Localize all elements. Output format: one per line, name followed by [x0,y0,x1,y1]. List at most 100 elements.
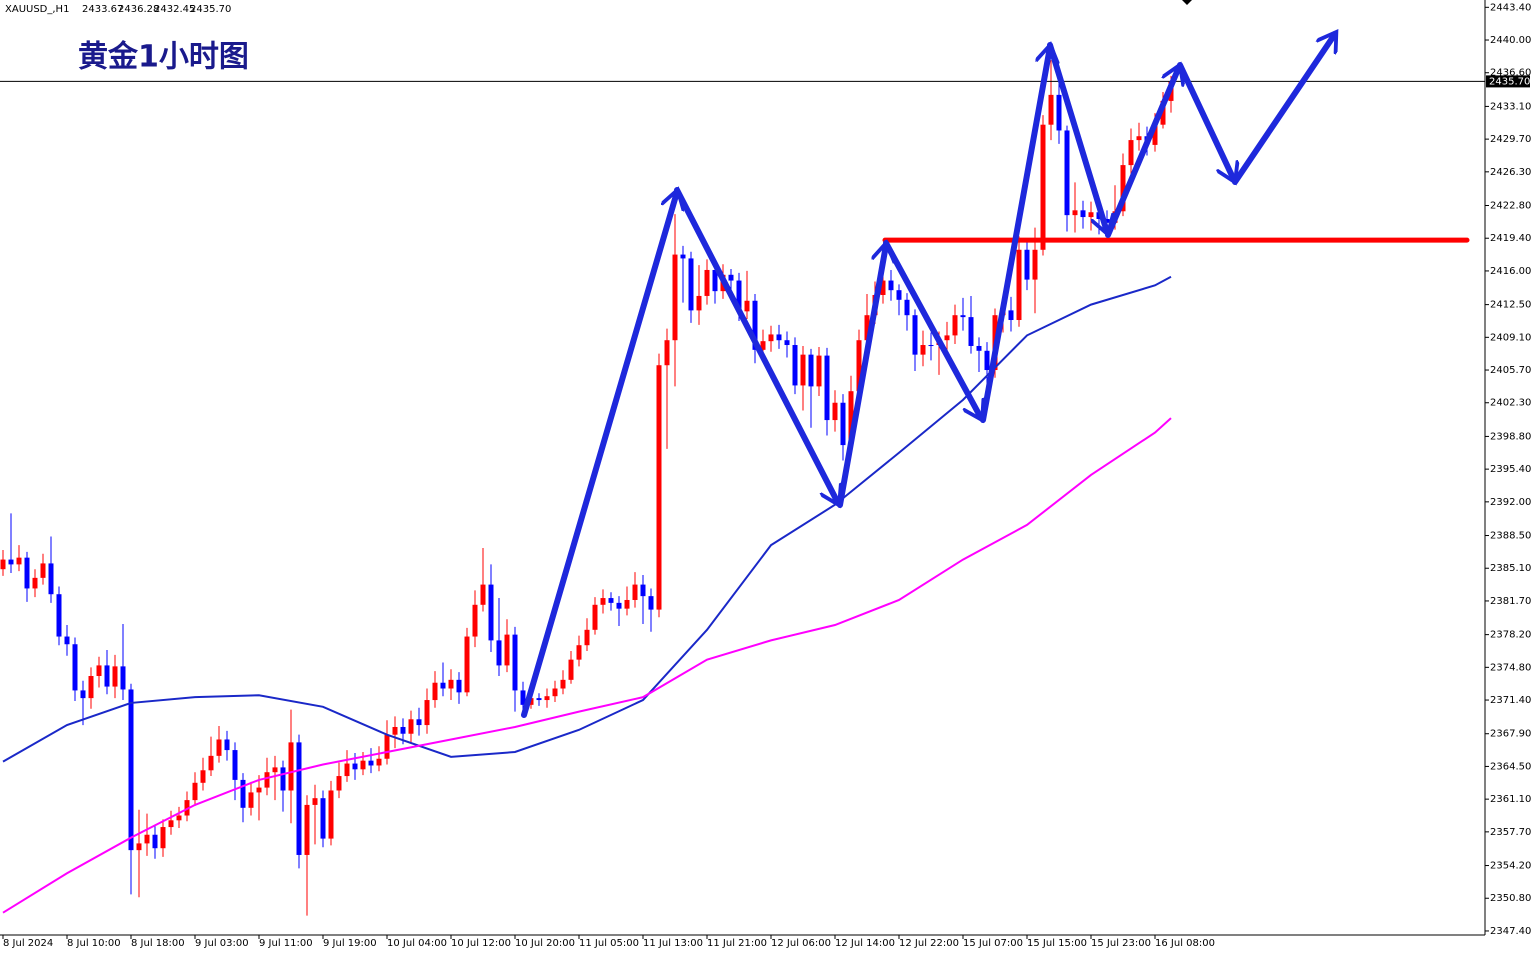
candle-body [0,559,6,570]
y-tick-label: 2405.70 [1490,365,1531,376]
candle-body [440,682,446,689]
arrow [1232,34,1335,185]
x-tick-label: 11 Jul 05:00 [579,938,639,949]
candle-body [456,679,462,693]
candle-body [1024,249,1030,280]
candle-body [512,634,518,691]
candle-body [944,335,950,341]
candle-body [840,402,846,446]
candle-body [896,290,902,300]
candle-body [448,679,454,689]
candle-body [208,755,214,771]
candle-body [136,843,142,851]
candle-body [176,815,182,821]
candle-body [96,665,102,676]
x-tick-label: 15 Jul 07:00 [963,938,1023,949]
candle-body [400,726,406,734]
candle-body [808,354,814,387]
candle-body [768,334,774,342]
x-tick-label: 16 Jul 08:00 [1155,938,1215,949]
x-tick-label: 11 Jul 13:00 [643,938,703,949]
candle-body [192,782,198,801]
candle-body [248,792,254,808]
candle-body [1080,210,1086,218]
candle-body [280,767,286,791]
current-price-box [1486,75,1530,88]
arrow [980,47,1050,423]
y-tick-label: 2354.20 [1490,861,1531,872]
x-tick-label: 9 Jul 11:00 [259,938,313,949]
x-tick-label: 8 Jul 2024 [3,938,53,949]
candle-body [600,598,606,605]
candle-body [32,577,38,589]
candle-body [1160,100,1166,125]
candle-body [64,636,70,645]
candle-body [504,634,510,666]
candle-body [408,719,414,734]
candle-body [800,354,806,386]
candle-body [352,763,358,770]
candle-body [80,690,86,699]
candle-body [680,254,686,259]
x-tick-label: 8 Jul 18:00 [131,938,185,949]
x-tick-label: 15 Jul 23:00 [1091,938,1151,949]
candle-body [144,834,150,844]
candle-body [1040,124,1046,250]
x-tick-label: 12 Jul 14:00 [835,938,895,949]
candle-body [568,659,574,680]
arrow [521,192,677,718]
candle-body [376,758,382,766]
arrow [674,187,838,503]
info-low: 2432.45 [154,4,195,15]
candle-body [344,763,350,777]
candle-body [1016,249,1022,321]
candle-body [968,317,974,346]
candle-body [336,776,342,791]
candle-body [368,760,374,766]
candle-body [120,666,126,690]
y-tick-label: 2367.90 [1490,729,1531,740]
y-tick-label: 2385.10 [1490,563,1531,574]
candle-body [816,355,822,387]
candle-body [912,315,918,355]
arrow [1047,42,1107,232]
candle-body [728,274,734,281]
candle-body [360,760,366,770]
candle-body [88,675,94,699]
candle-body [296,742,302,855]
y-tick-label: 2433.10 [1490,101,1531,112]
candle-body [544,696,550,701]
candle-body [48,563,54,595]
candle-body [976,345,982,351]
candle-body [616,602,622,609]
candle-body [1136,136,1142,141]
drawn-arrows [521,34,1335,718]
candle-body [432,682,438,701]
candle-body [536,698,542,701]
candle-body [584,629,590,646]
candle-body [328,790,334,839]
candle-body [24,557,30,589]
x-tick-label: 10 Jul 12:00 [451,938,511,949]
candle-body [784,340,790,346]
candle-body [624,599,630,609]
candle-body [8,559,14,565]
candle-body [160,827,166,849]
candle-body [520,690,526,705]
plot-area [0,60,1485,916]
info-high: 2436.28 [118,4,159,15]
y-tick-label: 2392.00 [1490,497,1531,508]
candle-body [56,594,62,637]
candle-body [552,688,558,697]
candle-body [464,636,470,693]
candle-body [496,640,502,666]
y-tick-label: 2388.50 [1490,531,1531,542]
candle-body [488,584,494,641]
y-tick-label: 2402.30 [1490,398,1531,409]
candle-body [560,679,566,689]
candle-body [264,772,270,788]
y-tick-label: 2416.00 [1490,266,1531,277]
candle-body [856,340,862,392]
x-tick-label: 9 Jul 03:00 [195,938,249,949]
